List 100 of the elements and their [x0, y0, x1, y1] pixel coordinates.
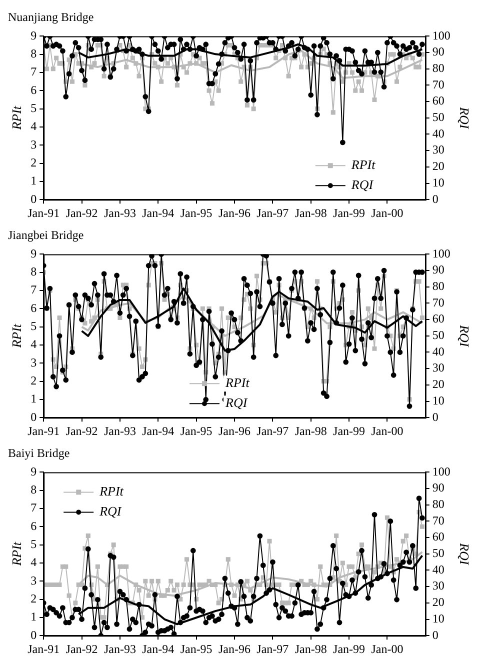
y2-tick-label: 10 [432, 611, 444, 626]
chart-title: Nuanjiang Bridge [8, 9, 95, 26]
x-tick-label: Jan-99 [333, 206, 366, 220]
x-tick-label: Jan-00 [371, 424, 404, 438]
y-tick-label: 7 [30, 282, 37, 297]
x-tick-label: Jan-00 [371, 642, 404, 656]
y2-tick-label: 50 [432, 546, 444, 560]
x-tick-label: Jan-92 [66, 642, 98, 656]
x-tick-label: Jan-93 [104, 206, 136, 220]
y-tick-label: 4 [30, 555, 37, 570]
y-tick-label: 0 [30, 628, 37, 642]
x-tick-label: Jan-91 [28, 424, 60, 438]
x-tick-label: Jan-94 [142, 206, 174, 220]
x-tick-label: Jan-97 [256, 642, 289, 656]
x-tick-label: Jan-91 [28, 642, 60, 656]
y2-tick-label: 20 [432, 159, 444, 174]
y2-tick-label: 30 [432, 142, 444, 157]
y-tick-label: 8 [30, 46, 37, 61]
x-tick-label: Jan-94 [142, 642, 174, 656]
y-tick-label: 8 [30, 482, 37, 497]
y2-tick-label: 100 [432, 246, 450, 260]
x-tick-label: Jan-00 [371, 206, 404, 220]
y-tick-label: 5 [30, 100, 37, 115]
chart-title: Jiangbei Bridge [8, 227, 85, 244]
x-tick-label: Jan-94 [142, 424, 174, 438]
y-tick-label: 1 [30, 610, 37, 624]
y2-tick-label: 50 [432, 110, 444, 124]
y-tick-label: 0 [30, 192, 37, 206]
y2-tick-label: 20 [432, 377, 444, 392]
x-tick-label: Jan-98 [294, 642, 327, 656]
y-tick-label: 7 [30, 500, 37, 515]
y-tick-label: 6 [30, 300, 37, 315]
y2-tick-label: 100 [432, 28, 450, 42]
y-tick-label: 4 [30, 337, 37, 352]
y-tick-label: 6 [30, 518, 37, 533]
y2-axis-title: RQI [456, 324, 472, 348]
x-tick-label: Jan-97 [256, 424, 289, 438]
legend-label: RQI [98, 504, 122, 519]
y-tick-label: 0 [30, 410, 37, 424]
legend-label: RPIt [350, 157, 376, 172]
x-tick-label: Jan-96 [218, 424, 250, 438]
x-tick-label: Jan-98 [294, 206, 327, 220]
x-tick-label: Jan-92 [66, 206, 98, 220]
y-tick-label: 4 [30, 119, 37, 134]
x-tick-label: Jan-93 [104, 642, 136, 656]
y2-tick-label: 90 [432, 480, 444, 495]
y2-tick-label: 10 [432, 393, 444, 408]
x-tick-label: Jan-96 [218, 642, 250, 656]
x-tick-label: Jan-92 [66, 424, 98, 438]
y-tick-label: 3 [30, 573, 37, 588]
y2-tick-label: 60 [432, 312, 444, 326]
y2-tick-label: 0 [432, 192, 438, 206]
x-tick-label: Jan-93 [104, 424, 136, 438]
y-tick-label: 2 [30, 591, 37, 606]
y2-axis-title: RQI [456, 542, 472, 566]
y2-tick-label: 10 [432, 175, 444, 190]
y-axis-title: RPIt [9, 106, 24, 131]
x-tick-label: Jan-96 [218, 206, 250, 220]
x-tick-label: Jan-99 [333, 642, 366, 656]
y-tick-label: 3 [30, 137, 37, 152]
y-axis-title: RPIt [9, 324, 24, 349]
y-tick-label: 6 [30, 82, 37, 97]
y2-tick-label: 30 [432, 578, 444, 593]
x-tick-label: Jan-97 [256, 206, 289, 220]
legend-label: RQI [224, 395, 248, 410]
y2-tick-label: 80 [432, 279, 444, 294]
x-tick-label: Jan-95 [180, 424, 212, 438]
y2-tick-label: 100 [432, 464, 450, 478]
y2-axis-title: RQI [456, 106, 472, 130]
y2-tick-label: 60 [432, 530, 444, 544]
y-tick-label: 3 [30, 355, 37, 370]
y-tick-label: 8 [30, 264, 37, 279]
x-tick-label: Jan-99 [333, 424, 366, 438]
y2-tick-label: 20 [432, 595, 444, 610]
y2-tick-label: 40 [432, 562, 444, 576]
y2-tick-label: 90 [432, 44, 444, 59]
y2-tick-label: 80 [432, 497, 444, 512]
y-tick-label: 7 [30, 64, 37, 79]
y2-tick-label: 60 [432, 94, 444, 108]
legend-label: RPIt [224, 375, 250, 390]
x-tick-label: Jan-95 [180, 206, 212, 220]
legend-label: RPIt [98, 484, 124, 499]
legend-label: RQI [350, 177, 374, 192]
y2-tick-label: 70 [432, 513, 444, 528]
y2-tick-label: 50 [432, 328, 444, 342]
y2-tick-label: 70 [432, 77, 444, 92]
y-tick-label: 5 [30, 318, 37, 333]
y2-tick-label: 40 [432, 344, 444, 358]
chart-title: Baiyi Bridge [8, 445, 71, 462]
y-tick-label: 9 [30, 246, 37, 260]
y-tick-label: 5 [30, 536, 37, 551]
x-tick-label: Jan-95 [180, 642, 212, 656]
y2-tick-label: 0 [432, 410, 438, 424]
y2-tick-label: 80 [432, 61, 444, 76]
y-tick-label: 1 [30, 392, 37, 406]
y-tick-label: 2 [30, 373, 37, 388]
x-tick-label: Jan-91 [28, 206, 60, 220]
y-tick-label: 2 [30, 155, 37, 170]
y-tick-label: 1 [30, 174, 37, 188]
y-axis-title: RPIt [9, 542, 24, 567]
